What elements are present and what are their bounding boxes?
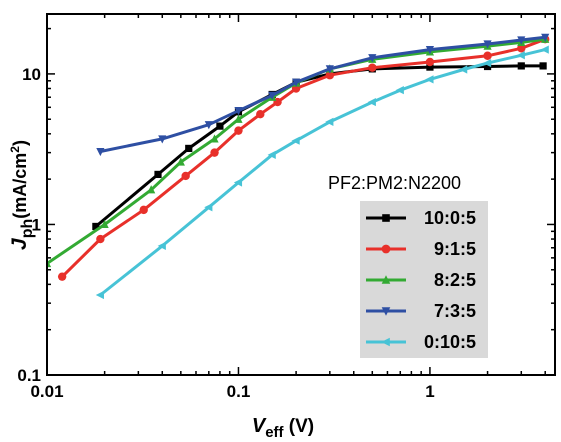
data-point bbox=[234, 126, 243, 135]
data-point bbox=[368, 54, 377, 63]
data-point bbox=[100, 219, 109, 229]
series-9:1:5 bbox=[57, 35, 550, 281]
data-point bbox=[459, 65, 468, 74]
data-point bbox=[483, 62, 492, 71]
data-point bbox=[381, 244, 391, 254]
data-point bbox=[210, 148, 219, 157]
chart-annotation: PF2:PM2:N2200 bbox=[328, 173, 461, 193]
data-point bbox=[381, 307, 391, 316]
data-point bbox=[154, 170, 162, 179]
data-point bbox=[541, 33, 550, 42]
y-tick-label: 10 bbox=[22, 65, 41, 84]
data-point bbox=[204, 121, 213, 130]
legend-label: 9:1:5 bbox=[434, 239, 476, 259]
data-point bbox=[367, 97, 376, 107]
x-tick-label: 1 bbox=[425, 382, 434, 401]
data-point bbox=[368, 63, 377, 72]
series-7:3:5 bbox=[96, 33, 550, 157]
y-tick-label: 1 bbox=[32, 215, 41, 234]
data-point bbox=[185, 144, 193, 153]
data-point bbox=[425, 75, 434, 84]
data-layer bbox=[47, 33, 550, 300]
data-point bbox=[482, 58, 492, 68]
data-point bbox=[325, 71, 335, 80]
series-line bbox=[100, 35, 546, 153]
data-point bbox=[57, 272, 67, 281]
data-point bbox=[96, 147, 105, 157]
data-point bbox=[517, 36, 526, 45]
data-point bbox=[92, 222, 100, 231]
data-point bbox=[158, 135, 167, 144]
data-point bbox=[157, 241, 166, 251]
data-point bbox=[381, 337, 390, 347]
data-point bbox=[256, 109, 265, 119]
data-point bbox=[96, 234, 105, 244]
legend: 10:0:5 9:1:5 8:2:5 7:3:5 0:10:5 bbox=[360, 201, 488, 358]
data-point bbox=[233, 178, 243, 187]
data-point bbox=[234, 114, 243, 123]
data-point bbox=[382, 214, 390, 222]
data-point bbox=[539, 62, 547, 70]
data-point bbox=[204, 203, 213, 212]
data-point bbox=[325, 117, 334, 126]
data-point bbox=[95, 290, 104, 300]
data-point bbox=[267, 150, 276, 159]
data-point bbox=[540, 45, 549, 54]
legend-label: 10:0:5 bbox=[424, 208, 476, 228]
data-point bbox=[517, 44, 526, 53]
legend-label: 7:3:5 bbox=[434, 301, 476, 321]
x-axis-label: Veff (V) bbox=[252, 415, 314, 437]
data-point bbox=[381, 275, 391, 284]
data-point bbox=[147, 185, 156, 194]
data-point bbox=[291, 136, 300, 145]
data-point bbox=[483, 40, 492, 49]
data-point bbox=[517, 62, 525, 70]
legend-label: 0:10:5 bbox=[424, 332, 476, 352]
data-point bbox=[426, 63, 434, 71]
series-line bbox=[99, 48, 546, 297]
data-point bbox=[325, 65, 334, 74]
x-tick-label: 0.1 bbox=[227, 382, 251, 401]
data-point bbox=[395, 86, 404, 95]
series-0:10:5 bbox=[95, 45, 549, 300]
y-tick-label: 0.1 bbox=[17, 366, 41, 385]
y-axis-label: Jph(mA/cm2) bbox=[8, 140, 36, 250]
data-point bbox=[216, 122, 224, 130]
plot-frame bbox=[46, 13, 556, 376]
data-point bbox=[181, 171, 190, 181]
data-point bbox=[268, 91, 277, 100]
data-point bbox=[47, 258, 52, 268]
data-point bbox=[425, 46, 435, 55]
x-tick-label: 0.01 bbox=[30, 382, 63, 401]
data-point bbox=[176, 157, 185, 166]
data-point bbox=[292, 78, 301, 87]
data-point bbox=[210, 134, 219, 143]
data-point bbox=[483, 51, 492, 60]
data-point bbox=[234, 107, 243, 116]
data-point bbox=[425, 57, 435, 67]
data-point bbox=[516, 51, 525, 60]
data-point bbox=[139, 205, 148, 215]
legend-label: 8:2:5 bbox=[434, 270, 476, 290]
